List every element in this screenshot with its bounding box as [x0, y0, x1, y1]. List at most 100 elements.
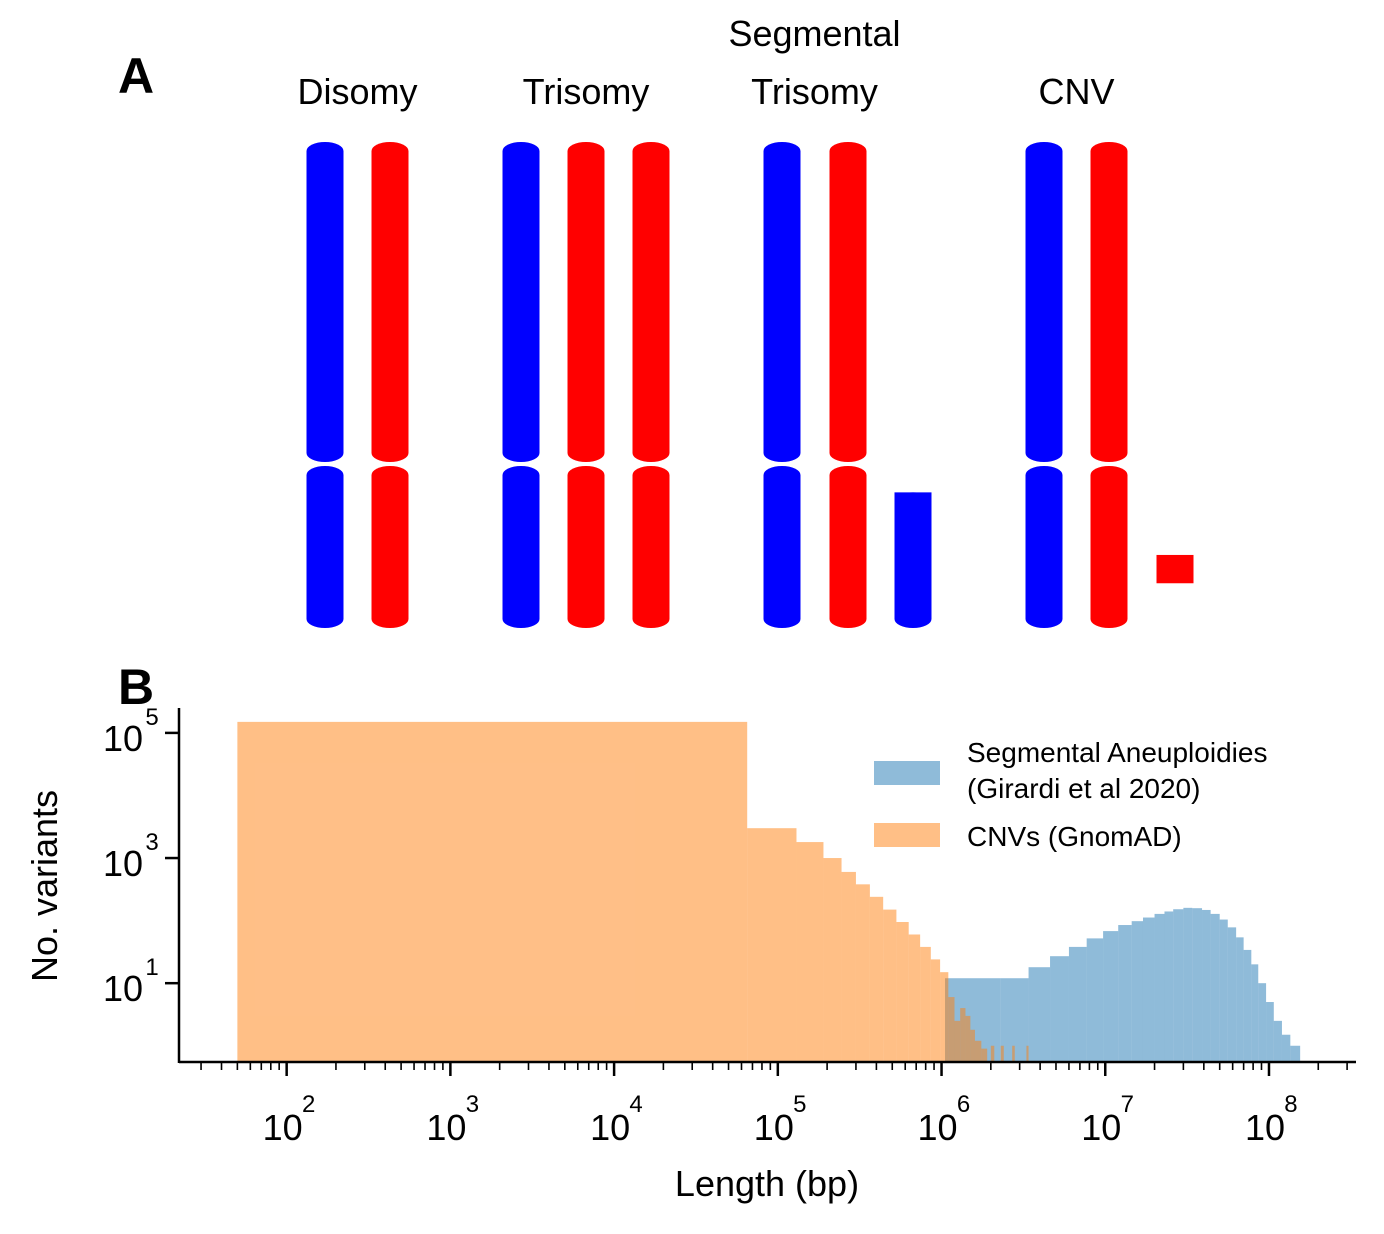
x-tick-label: 10	[1245, 1107, 1285, 1148]
chromosome-p-body	[1090, 151, 1128, 453]
histogram-bar	[883, 909, 897, 1062]
histogram-bar	[1086, 938, 1104, 1062]
histogram-bar	[970, 1029, 975, 1062]
histogram-bar	[1142, 917, 1155, 1062]
legend-swatch	[874, 823, 940, 847]
x-tick-label: 10	[263, 1107, 303, 1148]
histogram-bar	[796, 842, 824, 1062]
histogram-bar	[1243, 949, 1252, 1062]
legend-entry: CNVs (GnomAD)	[874, 821, 1182, 852]
chromosome-p-body	[763, 151, 801, 453]
histogram-bar	[1258, 983, 1267, 1062]
x-tick-label: 10	[590, 1107, 630, 1148]
histogram-bar	[896, 922, 909, 1062]
chromosome-q-body	[1090, 475, 1128, 619]
histogram-bar	[1131, 921, 1143, 1062]
chromosome-p-body	[371, 151, 409, 453]
series-bars	[945, 907, 1301, 1062]
histogram-bar	[1118, 925, 1132, 1062]
histogram-bar	[908, 934, 921, 1062]
histogram-bar	[823, 858, 842, 1062]
legend-label: CNVs (GnomAD)	[967, 821, 1182, 852]
histogram-bar	[1227, 927, 1237, 1062]
chromosome-segment	[1156, 554, 1194, 584]
group-title: Trisomy	[751, 71, 878, 112]
chromosome-p-body	[829, 151, 867, 453]
chromosome-q-body	[763, 475, 801, 619]
x-tick-exponent: 2	[302, 1091, 315, 1118]
histogram-bars	[237, 721, 1301, 1062]
histogram-bar	[869, 896, 884, 1062]
histogram-bar	[1012, 1045, 1015, 1062]
histogram-bar	[1192, 908, 1203, 1062]
legend: Segmental Aneuploidies (Girardi et al 202…	[874, 737, 1267, 852]
legend-label: (Girardi et al 2020)	[967, 773, 1200, 804]
histogram-bar	[1026, 1045, 1029, 1062]
histogram-bar	[1103, 931, 1119, 1062]
chromosome-q-body	[632, 475, 670, 619]
legend-label: Segmental Aneuploidies	[967, 737, 1267, 768]
x-tick-label: 10	[1081, 1107, 1121, 1148]
group-title: CNV	[1038, 71, 1114, 112]
histogram-bar	[855, 884, 870, 1062]
histogram-bar	[930, 959, 941, 1062]
histogram-bar	[841, 871, 856, 1062]
chromosome-q-body	[1025, 475, 1063, 619]
chromosome-group: Disomy	[297, 71, 418, 628]
histogram-bar	[1210, 913, 1220, 1062]
chromosome-q-body	[829, 475, 867, 619]
histogram-bar	[237, 721, 748, 1062]
y-tick-exponent: 3	[145, 829, 158, 856]
histogram-bar	[948, 997, 955, 1062]
histogram-bar	[1236, 937, 1244, 1062]
x-tick-label: 10	[754, 1107, 794, 1148]
histogram-bar	[1251, 964, 1259, 1062]
chromosome-p-body	[567, 151, 605, 453]
histogram-bar	[1290, 1045, 1301, 1062]
chromosome-p-body	[306, 151, 344, 453]
y-tick-label: 10	[103, 968, 143, 1009]
chromosome-group: Trisomy	[502, 71, 670, 628]
histogram-bar	[920, 946, 931, 1062]
x-axis-title: Length (bp)	[675, 1163, 859, 1204]
x-tick-exponent: 5	[793, 1091, 806, 1118]
chromosome-group: CNV	[1025, 71, 1194, 628]
chromosome-q-body	[502, 475, 540, 619]
chromosome-q-body	[371, 475, 409, 619]
chromosome-p-body	[632, 151, 670, 453]
histogram-bar	[1202, 909, 1211, 1062]
legend-entry: Segmental Aneuploidies (Girardi et al 202…	[874, 737, 1267, 804]
y-tick-exponent: 5	[145, 704, 158, 731]
chromosome-segment-body	[894, 492, 932, 619]
group-title: Trisomy	[523, 71, 650, 112]
histogram-bar	[1273, 1020, 1282, 1062]
histogram-bar	[954, 1020, 961, 1062]
legend-swatch	[874, 761, 940, 785]
x-tick-exponent: 3	[466, 1091, 479, 1118]
chromosome-p-body	[502, 151, 540, 453]
y-tick-exponent: 1	[145, 954, 158, 981]
histogram-bar	[974, 1040, 982, 1062]
x-tick-exponent: 7	[1121, 1091, 1134, 1118]
group-title: Segmental	[728, 13, 900, 54]
histogram-bar	[1173, 909, 1184, 1062]
x-tick-exponent: 4	[629, 1091, 642, 1118]
histogram-bar	[1164, 911, 1174, 1062]
histogram-bar	[940, 972, 949, 1062]
panel-label-a: A	[118, 48, 154, 104]
histogram-bar	[1000, 1045, 1004, 1062]
chromosome-q-body	[306, 475, 344, 619]
chromosome-group: Segmental Trisomy	[728, 13, 932, 628]
histogram-bar	[1266, 1002, 1274, 1062]
y-tick-label: 10	[103, 718, 143, 759]
y-tick-label: 10	[103, 843, 143, 884]
chromosome-groups: Disomy Trisomy Segmental Trisomy CNV	[297, 13, 1194, 628]
group-title: Disomy	[297, 71, 417, 112]
x-tick-exponent: 8	[1284, 1091, 1297, 1118]
histogram-bar	[960, 1008, 966, 1062]
